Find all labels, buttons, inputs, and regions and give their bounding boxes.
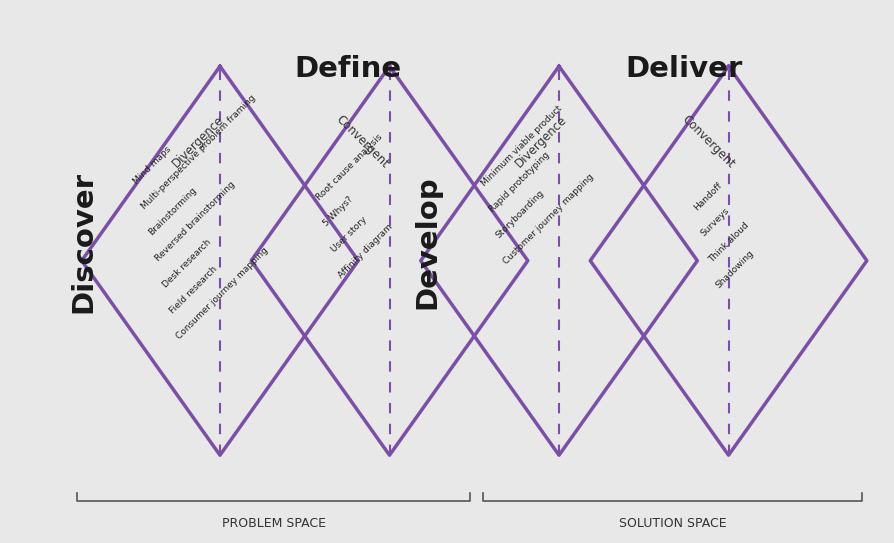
Text: Surveys: Surveys bbox=[699, 206, 730, 238]
Text: Customer journey mapping: Customer journey mapping bbox=[501, 172, 595, 266]
Text: Rapid prototyping: Rapid prototyping bbox=[486, 150, 551, 214]
Text: Affinity diagram: Affinity diagram bbox=[336, 222, 393, 280]
Text: Define: Define bbox=[294, 55, 401, 83]
Text: Think aloud: Think aloud bbox=[706, 221, 749, 264]
Text: Multi-perspective problem framing: Multi-perspective problem framing bbox=[139, 93, 257, 211]
Text: Field research: Field research bbox=[167, 264, 218, 315]
Text: Storyboarding: Storyboarding bbox=[493, 188, 545, 240]
Text: Deliver: Deliver bbox=[625, 55, 742, 83]
Text: Desk research: Desk research bbox=[160, 237, 212, 289]
Text: Shadowing: Shadowing bbox=[713, 249, 755, 291]
Text: Divergence: Divergence bbox=[512, 113, 569, 171]
Text: Divergence: Divergence bbox=[169, 113, 226, 171]
Text: Reversed brainstorming: Reversed brainstorming bbox=[153, 180, 236, 263]
Text: User story: User story bbox=[329, 214, 367, 254]
Text: Handoff: Handoff bbox=[692, 181, 723, 212]
Text: Mind maps: Mind maps bbox=[132, 144, 173, 186]
Text: SOLUTION SPACE: SOLUTION SPACE bbox=[619, 517, 726, 531]
Text: Root cause analysis: Root cause analysis bbox=[315, 132, 384, 202]
Text: Convergent: Convergent bbox=[333, 113, 392, 171]
Text: Consumer journey mapping: Consumer journey mapping bbox=[174, 246, 270, 341]
Text: Develop: Develop bbox=[413, 175, 442, 308]
Text: Convergent: Convergent bbox=[679, 113, 736, 171]
Text: Discover: Discover bbox=[70, 171, 97, 313]
Text: Minimum viable product: Minimum viable product bbox=[479, 104, 563, 188]
Text: Brainstorming: Brainstorming bbox=[146, 186, 198, 237]
Text: PROBLEM SPACE: PROBLEM SPACE bbox=[222, 517, 325, 531]
Text: 5 Whys?: 5 Whys? bbox=[322, 194, 355, 228]
